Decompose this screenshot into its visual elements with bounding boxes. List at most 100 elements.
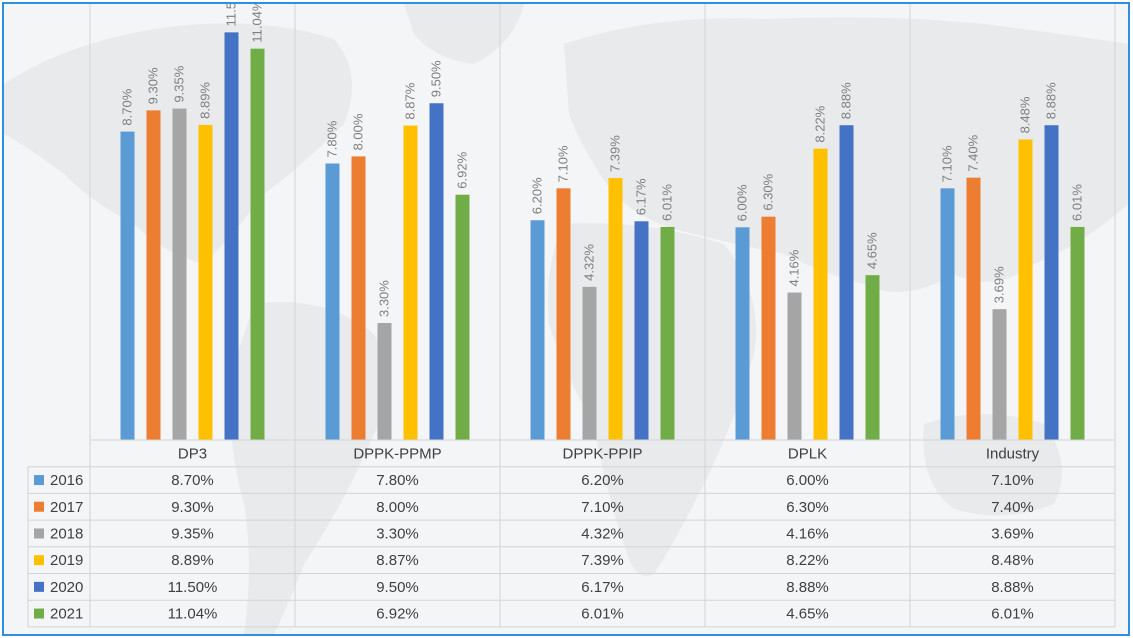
bar-2017-dp3 <box>146 110 161 440</box>
bar-2017-industry <box>966 177 981 441</box>
legend-label: 2017 <box>50 499 83 516</box>
table-cell: 9.30% <box>171 499 214 516</box>
bar-value-label: 8.89% <box>198 82 213 119</box>
bar-value-label: 9.30% <box>146 67 161 104</box>
legend-swatch-2021 <box>34 608 44 619</box>
chart-grid-lines <box>89 4 1116 440</box>
bar-2018-dp3 <box>172 108 187 441</box>
legend-swatch-2017 <box>34 501 44 512</box>
bar-2017-dppk-ppip <box>556 188 571 440</box>
legend-label: 2019 <box>50 552 83 569</box>
bar-value-label: 9.50% <box>429 60 444 97</box>
bar-value-label: 8.87% <box>403 82 418 119</box>
legend-swatch-2018 <box>34 528 44 539</box>
bar-value-label: 4.65% <box>865 232 880 269</box>
bar-2018-dppk-ppmp <box>377 323 392 440</box>
table-cell: 6.00% <box>786 472 829 489</box>
bar-value-label: 7.39% <box>608 135 623 172</box>
table-cell: 4.65% <box>786 606 829 623</box>
table-cell: 4.16% <box>786 525 829 542</box>
table-cell: 8.88% <box>786 579 829 596</box>
bar-2018-dplk <box>787 292 802 440</box>
bar-2019-dppk-ppip <box>608 178 623 440</box>
bar-2018-dppk-ppip <box>582 286 597 440</box>
table-cell: 7.10% <box>991 472 1034 489</box>
bar-2016-dppk-ppmp <box>325 163 340 440</box>
bar-2016-industry <box>940 188 955 440</box>
bar-2020-dppk-ppmp <box>429 103 444 441</box>
bar-2017-dppk-ppmp <box>351 156 366 440</box>
bar-value-label: 11.50% <box>224 4 239 26</box>
bar-2019-industry <box>1018 139 1033 440</box>
bar-value-label: 6.30% <box>761 173 776 210</box>
bar-2020-dp3 <box>224 32 239 440</box>
chart-bars <box>120 32 1085 441</box>
table-cell: 7.80% <box>376 472 419 489</box>
table-cell: 7.39% <box>581 552 624 569</box>
bar-value-label: 7.10% <box>940 145 955 182</box>
bar-2018-industry <box>992 309 1007 440</box>
legend-swatch-2016 <box>34 475 44 486</box>
category-label: DPPK-PPIP <box>562 445 642 462</box>
bar-value-label: 6.01% <box>1070 184 1085 221</box>
legend-label: 2016 <box>50 472 83 489</box>
bar-2016-dp3 <box>120 131 135 441</box>
table-cell: 7.40% <box>991 499 1034 516</box>
bar-value-label: 6.92% <box>455 151 470 188</box>
bar-2019-dp3 <box>198 124 213 441</box>
bar-value-label: 3.69% <box>992 266 1007 303</box>
bar-value-label: 6.17% <box>634 178 649 215</box>
chart-bar-labels: 8.70% 9.30% 9.35% 8.89% 11.50% 11.04% 7.80% 8.0… <box>120 4 1085 317</box>
bar-value-label: 6.20% <box>530 177 545 214</box>
table-cell: 9.35% <box>171 525 214 542</box>
bar-2021-industry <box>1070 226 1085 440</box>
table-cell: 6.92% <box>376 606 419 623</box>
category-label: DPLK <box>788 445 827 462</box>
table-cell: 8.22% <box>786 552 829 569</box>
south-america-shape <box>230 302 389 634</box>
bar-value-label: 9.35% <box>172 65 187 102</box>
bar-value-label: 6.01% <box>660 184 675 221</box>
bar-value-label: 4.32% <box>582 244 597 281</box>
africa-shape <box>548 223 756 576</box>
bar-value-label: 7.40% <box>966 134 981 171</box>
table-cell: 3.30% <box>376 525 419 542</box>
bar-2021-dplk <box>865 275 880 440</box>
bar-2019-dplk <box>813 148 828 440</box>
bar-2021-dppk-ppip <box>660 226 675 440</box>
bar-value-label: 6.00% <box>735 184 750 221</box>
legend-label: 2020 <box>50 579 83 596</box>
bar-value-label: 8.88% <box>839 82 854 119</box>
table-cell: 8.00% <box>376 499 419 516</box>
table-cell: 11.50% <box>168 579 218 596</box>
bar-2021-dppk-ppmp <box>455 194 470 440</box>
bar-2019-dppk-ppmp <box>403 125 418 440</box>
bar-value-label: 3.30% <box>377 280 392 317</box>
bar-value-label: 7.80% <box>325 120 340 157</box>
bar-2020-dplk <box>839 125 854 440</box>
table-cell: 8.70% <box>171 472 214 489</box>
table-cell: 8.89% <box>171 552 214 569</box>
table-cell: 6.20% <box>581 472 624 489</box>
data-table: DP3 DPPK-PPMP DPPK-PPIP DPLK Industry 2016 8.7… <box>27 439 1116 628</box>
bar-value-label: 4.16% <box>787 249 802 286</box>
category-label: DP3 <box>178 445 207 462</box>
table-cell: 3.69% <box>991 525 1034 542</box>
category-label: DPPK-PPMP <box>353 445 441 462</box>
bar-value-label: 7.10% <box>556 145 571 182</box>
bar-value-label: 8.22% <box>813 105 828 142</box>
table-cell: 9.50% <box>376 579 419 596</box>
bar-value-label: 8.88% <box>1044 82 1059 119</box>
category-label: Industry <box>986 445 1040 462</box>
table-cell: 7.10% <box>581 499 624 516</box>
bar-chart-with-data-table: 8.70% 9.30% 9.35% 8.89% 11.50% 11.04% 7.80% 8.0… <box>4 4 1128 634</box>
table-cell: 4.32% <box>581 525 624 542</box>
legend-label: 2018 <box>50 525 83 542</box>
bar-value-label: 8.00% <box>351 113 366 150</box>
bar-2017-dplk <box>761 216 776 440</box>
table-cell: 8.87% <box>376 552 419 569</box>
bar-2020-dppk-ppip <box>634 221 649 440</box>
table-cell: 6.01% <box>991 606 1034 623</box>
bar-2020-industry <box>1044 125 1059 440</box>
